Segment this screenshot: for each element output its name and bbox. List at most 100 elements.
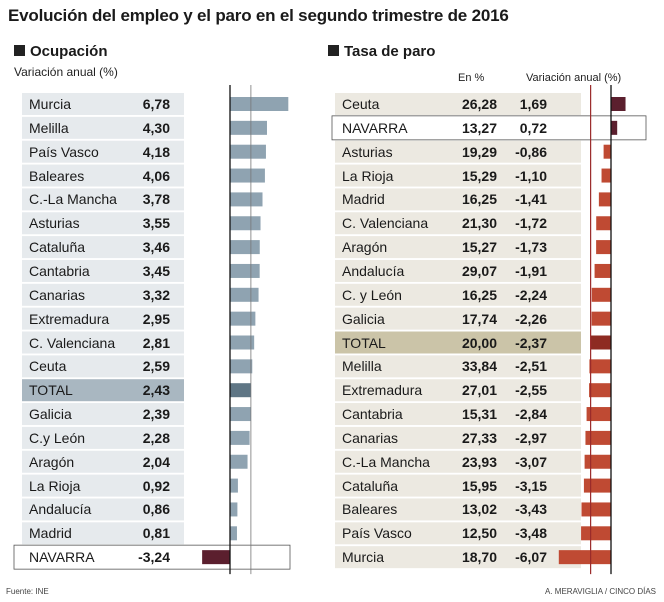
change-label: -1,10: [515, 167, 547, 184]
row-stripe: [335, 426, 581, 449]
row-stripe: [22, 331, 184, 354]
credit-note: A. MERAVIGLIA / CINCO DÍAS: [545, 587, 656, 596]
bar-canarias: [230, 287, 259, 302]
rate-label: 15,95: [461, 477, 497, 494]
bar-pa-s-vasco: [581, 526, 611, 541]
occupation-heading: Ocupación: [14, 43, 108, 60]
region-label: Asturias: [342, 143, 393, 160]
rate-label: 13,27: [461, 119, 497, 136]
value-label: 2,39: [142, 406, 170, 423]
value-label: 4,18: [142, 143, 170, 160]
bar-cantabria: [586, 407, 611, 422]
change-label: 1,69: [519, 96, 547, 112]
region-label: Galicia: [29, 406, 72, 423]
row-stripe: [335, 403, 581, 426]
row-stripe: [22, 164, 184, 187]
region-label: Murcia: [29, 96, 72, 112]
rate-label: 19,29: [461, 143, 497, 160]
region-label: Madrid: [29, 525, 72, 542]
row-stripe: [22, 450, 184, 473]
change-label: -2,26: [515, 310, 547, 327]
region-label: Baleares: [342, 501, 398, 518]
bar-ceuta: [230, 359, 253, 374]
bar-c-y-le-n: [591, 287, 611, 302]
region-label: Cataluña: [342, 477, 399, 494]
bar-extremadura: [589, 383, 611, 398]
row-stripe: [335, 474, 581, 497]
highlight-box-navarra: [13, 544, 291, 570]
bar-extremadura: [230, 311, 256, 326]
rate-label: 33,84: [461, 358, 497, 375]
region-label: C. Valenciana: [342, 215, 429, 232]
region-label: C.-La Mancha: [342, 453, 430, 470]
region-label: Madrid: [342, 191, 385, 208]
unemployment-rate-header: En %: [458, 72, 485, 84]
region-label: Melilla: [29, 119, 69, 136]
bar-navarra: [611, 120, 618, 135]
row-stripe: [335, 331, 581, 354]
region-label: País Vasco: [342, 525, 412, 542]
region-label: La Rioja: [342, 167, 394, 184]
square-bullet-icon: [328, 45, 339, 56]
change-label: -3,43: [515, 501, 547, 518]
region-label: La Rioja: [29, 477, 81, 494]
bar-la-rioja: [230, 478, 238, 493]
region-label: Cataluña: [29, 239, 86, 256]
bar-murcia: [230, 97, 289, 111]
bar-ceuta: [611, 97, 626, 111]
bar-la-rioja: [601, 168, 611, 183]
region-label: Canarias: [342, 429, 399, 446]
bar-catalu-a: [230, 240, 260, 255]
change-label: -6,07: [515, 549, 547, 566]
region-label: Aragón: [342, 239, 388, 256]
region-label: Andalucía: [342, 262, 405, 279]
row-stripe: [335, 355, 581, 378]
row-stripe: [335, 379, 581, 402]
row-stripe: [335, 93, 581, 115]
rate-label: 29,07: [461, 262, 497, 279]
rate-label: 23,93: [461, 453, 497, 470]
row-stripe: [22, 498, 184, 521]
row-stripe: [335, 259, 581, 282]
change-label: -1,91: [515, 262, 547, 279]
value-label: 2,95: [142, 310, 170, 327]
bar-pa-s-vasco: [230, 144, 266, 159]
row-stripe: [22, 379, 184, 402]
change-label: -2,24: [515, 286, 547, 303]
change-label: -0,86: [515, 143, 547, 160]
bar-arag-n: [596, 240, 611, 255]
row-stripe: [22, 283, 184, 306]
row-stripe: [22, 212, 184, 235]
bar-baleares: [581, 502, 611, 517]
row-stripe: [335, 164, 581, 187]
row-stripe: [22, 188, 184, 211]
row-stripe: [22, 426, 184, 449]
region-label: C.y León: [29, 429, 86, 446]
row-stripe: [22, 307, 184, 330]
bar-c-la-mancha: [230, 192, 263, 207]
value-label: 3,45: [142, 262, 170, 279]
highlight-box-navarra: [331, 115, 647, 141]
row-stripe: [22, 93, 184, 115]
row-stripe: [22, 474, 184, 497]
bar-asturias: [230, 216, 261, 231]
value-label: 2,81: [142, 334, 170, 351]
rate-label: 18,70: [461, 549, 497, 566]
value-label: 2,04: [142, 453, 170, 470]
bar-total: [230, 383, 251, 398]
rate-label: 13,02: [461, 501, 497, 518]
region-label: Extremadura: [342, 382, 423, 399]
region-label: Cantabria: [342, 406, 403, 423]
value-label: 0,81: [142, 525, 170, 542]
bar-melilla: [230, 120, 267, 135]
square-bullet-icon: [14, 45, 25, 56]
bar-galicia: [230, 407, 251, 422]
bar-madrid: [230, 526, 237, 541]
region-label: Murcia: [342, 549, 385, 566]
change-label: -2,51: [515, 358, 547, 375]
bar-galicia: [591, 311, 611, 326]
row-stripe: [22, 140, 184, 163]
bar-arag-n: [230, 454, 248, 469]
row-stripe: [335, 307, 581, 330]
bar-c-la-mancha: [584, 454, 611, 469]
